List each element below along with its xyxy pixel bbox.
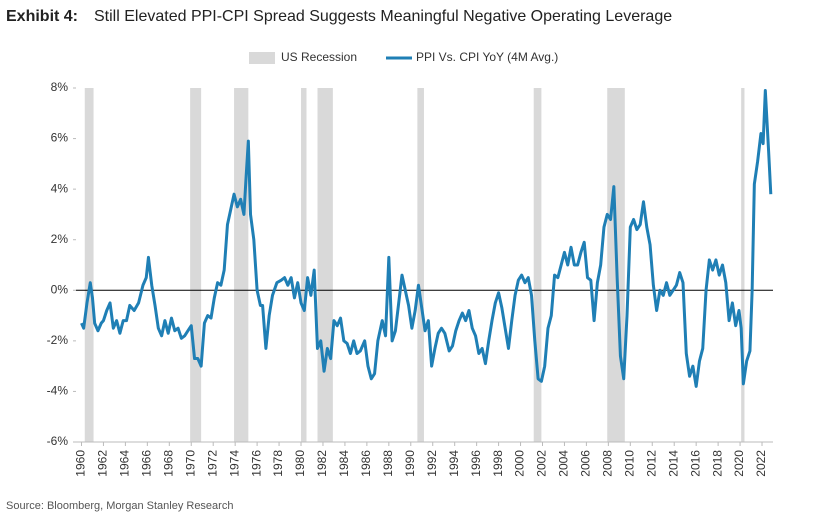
recession-band xyxy=(741,88,745,442)
x-tick-label: 2020 xyxy=(732,450,746,477)
x-tick-label: 1960 xyxy=(74,450,88,477)
x-tick-label: 2012 xyxy=(644,450,658,477)
x-tick-label: 1986 xyxy=(359,450,373,477)
title-label: Exhibit 4: xyxy=(6,8,78,25)
x-tick-label: 1990 xyxy=(403,450,417,477)
y-tick-label: 4% xyxy=(51,181,69,195)
y-tick-label: -6% xyxy=(47,434,69,448)
x-tick-label: 2006 xyxy=(579,450,593,477)
legend-recession-label: US Recession xyxy=(281,50,357,64)
source: Source: Bloomberg, Morgan Stanley Resear… xyxy=(6,500,233,512)
x-tick-label: 2000 xyxy=(513,450,527,477)
recession-band xyxy=(317,88,333,442)
legend-series-label: PPI Vs. CPI YoY (4M Avg.) xyxy=(416,50,558,64)
x-tick-label: 1978 xyxy=(271,450,285,477)
x-tick-label: 1962 xyxy=(96,450,110,477)
series-line xyxy=(80,89,773,388)
x-tick-label: 1982 xyxy=(315,450,329,477)
x-tick-label: 1984 xyxy=(337,450,351,477)
y-tick-label: 6% xyxy=(51,131,69,145)
recession-band xyxy=(533,88,542,442)
x-tick-label: 2016 xyxy=(688,450,702,477)
x-tick-label: 2008 xyxy=(601,450,615,477)
x-tick-label: 2002 xyxy=(535,450,549,477)
y-tick-label: -4% xyxy=(47,384,69,398)
x-tick-label: 1988 xyxy=(381,450,395,477)
x-tick-label: 1992 xyxy=(425,450,439,477)
x-tick-label: 2004 xyxy=(557,450,571,477)
x-tick-label: 1974 xyxy=(227,450,241,477)
recession-band xyxy=(417,88,424,442)
recession-band xyxy=(301,88,307,442)
legend-recession-swatch xyxy=(249,52,275,64)
x-tick-label: 1968 xyxy=(161,450,175,477)
recession-band xyxy=(190,88,202,442)
x-tick-label: 1966 xyxy=(140,450,154,477)
y-tick-label: 8% xyxy=(51,80,69,94)
x-tick-label: 2022 xyxy=(754,450,768,477)
recession-band xyxy=(234,88,249,442)
y-tick-label: 2% xyxy=(51,232,69,246)
chart-title: Still Elevated PPI-CPI Spread Suggests M… xyxy=(94,8,672,25)
x-tick-label: 1998 xyxy=(491,450,505,477)
x-tick-label: 1972 xyxy=(205,450,219,477)
x-tick-label: 1980 xyxy=(293,450,307,477)
x-tick-label: 1994 xyxy=(447,450,461,477)
x-tick-label: 1996 xyxy=(469,450,483,477)
x-tick-label: 2018 xyxy=(710,450,724,477)
x-tick-label: 1976 xyxy=(249,450,263,477)
x-tick-label: 2014 xyxy=(666,450,680,477)
x-tick-label: 1964 xyxy=(118,450,132,477)
x-tick-label: 1970 xyxy=(183,450,197,477)
x-tick-label: 2010 xyxy=(622,450,636,477)
recession-band xyxy=(84,88,94,442)
y-tick-label: -2% xyxy=(47,333,69,347)
y-tick-label: 0% xyxy=(51,282,69,296)
